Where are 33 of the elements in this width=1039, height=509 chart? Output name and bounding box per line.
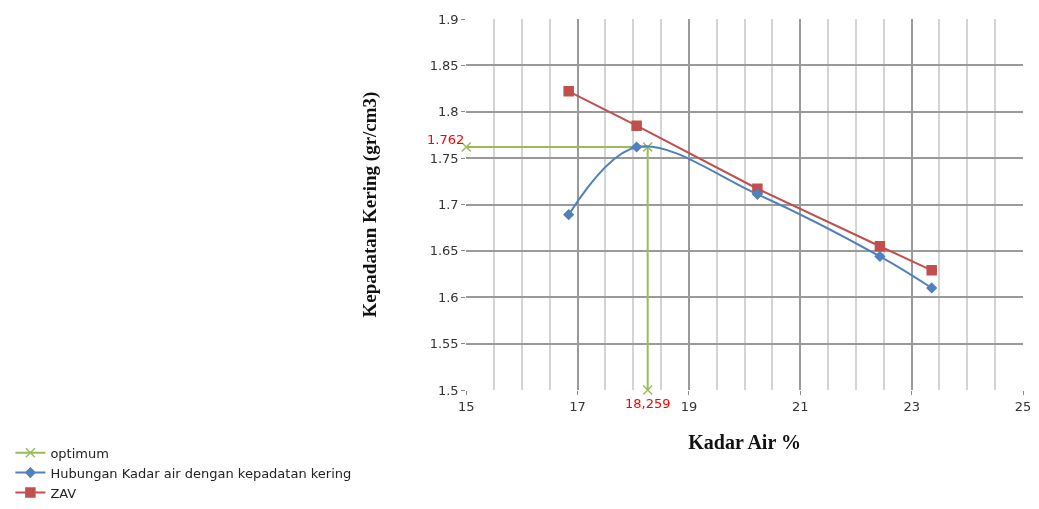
annotation: 1.762 (427, 132, 465, 147)
point (926, 282, 937, 294)
x-tick-label: 15 (457, 398, 475, 414)
y-tick-label: 1.9 (437, 11, 459, 27)
x-tick-label: 25 (1014, 398, 1032, 414)
y-tick-label: 1.8 (437, 104, 459, 120)
legend-label: ZAV (50, 485, 77, 501)
x-tick-label: 23 (903, 398, 920, 414)
point (631, 141, 642, 153)
point (563, 86, 574, 97)
point (563, 209, 574, 220)
point (642, 384, 653, 396)
point (642, 141, 653, 153)
point (926, 265, 937, 276)
x-tick-label: 21 (792, 398, 809, 414)
legend-label: optimum (50, 445, 109, 461)
y-tick-label: 1.5 (437, 382, 459, 398)
y-tick-label: 1.6 (437, 289, 459, 305)
x-axis-title: Kadar Air % (688, 431, 801, 454)
y-tick-label: 1.75 (429, 150, 459, 166)
y-tick-label: 1.65 (429, 243, 459, 259)
point (874, 240, 886, 252)
y-tick-label: 1.85 (429, 57, 459, 73)
annotation: 18,259 (625, 396, 671, 411)
y-tick-label: 1.55 (429, 336, 459, 352)
x-tick-label: 17 (569, 398, 586, 414)
x-tick-label: 19 (680, 398, 698, 414)
point (752, 189, 763, 200)
y-axis-title: Kepadatan Kering (gr/cm3) (358, 91, 381, 318)
point (631, 120, 642, 131)
point (874, 251, 886, 262)
y-tick-label: 1.7 (437, 197, 459, 213)
legend-label: Hubungan Kadar air dengan kepadatan kering (50, 465, 352, 481)
